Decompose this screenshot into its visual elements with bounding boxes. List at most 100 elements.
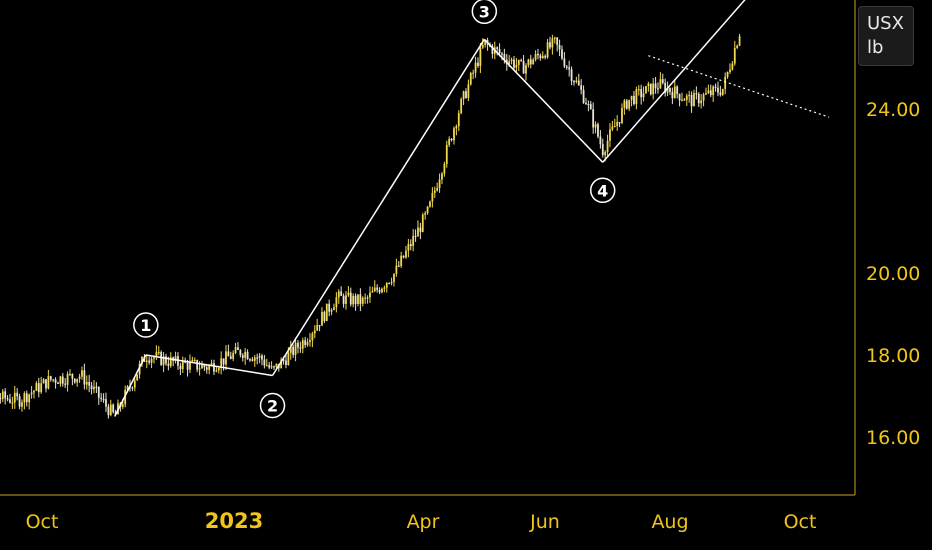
- candle-body: [109, 404, 112, 416]
- candle-body: [273, 366, 275, 368]
- elliott-wave-lines: [114, 0, 830, 417]
- candle-body: [431, 193, 434, 202]
- candle-body: [35, 383, 38, 391]
- wave-label-2[interactable]: 2: [259, 392, 286, 419]
- candle-body: [0, 398, 2, 400]
- candle-body: [563, 58, 566, 67]
- candle-body: [455, 126, 458, 129]
- candle-body: [229, 356, 232, 359]
- candle-body: [688, 94, 691, 97]
- price-tick-label: 16.00: [866, 427, 920, 449]
- candle-body: [18, 396, 21, 407]
- candle-body: [359, 294, 362, 304]
- wave-label-1[interactable]: 1: [133, 312, 159, 338]
- candle-body: [527, 59, 530, 66]
- candle-body: [33, 390, 35, 393]
- candle-body: [393, 273, 395, 283]
- candle-body: [354, 295, 357, 305]
- candle-body: [131, 387, 134, 389]
- candle-body: [383, 287, 386, 289]
- candle-body: [707, 90, 710, 93]
- candle-body: [189, 361, 191, 370]
- candle-body: [513, 59, 515, 68]
- candle-body: [21, 402, 23, 407]
- candle-body: [613, 126, 616, 128]
- candle-body: [153, 357, 155, 359]
- candle-body: [414, 235, 417, 238]
- candle-body: [349, 292, 352, 305]
- wave-label-number: 2: [267, 397, 278, 416]
- candle-body: [381, 288, 383, 293]
- candle-body: [155, 352, 158, 358]
- time-tick-label: Oct: [26, 511, 59, 533]
- candle-body: [30, 392, 33, 395]
- candle-body: [659, 79, 662, 89]
- candle-body: [575, 80, 578, 83]
- candle-body: [121, 404, 124, 407]
- candle-body: [465, 91, 467, 98]
- price-tick-label: 24.00: [866, 99, 920, 121]
- candle-body: [90, 385, 93, 390]
- candle-body: [623, 100, 626, 109]
- candle-body: [733, 48, 736, 64]
- time-axis[interactable]: Oct 2023 Apr Jun Aug Oct: [26, 509, 817, 533]
- candle-body: [78, 376, 81, 379]
- candle-body: [83, 370, 86, 385]
- candle-body: [400, 255, 403, 267]
- candle-body: [37, 383, 40, 393]
- candle-body: [165, 356, 167, 364]
- candle-body: [731, 63, 734, 70]
- candle-body: [261, 355, 263, 360]
- candle-body: [409, 244, 412, 246]
- candle-body: [239, 349, 242, 356]
- candle-body: [606, 140, 609, 153]
- candle-body: [258, 355, 261, 358]
- candle-body: [714, 86, 717, 88]
- candle-body: [203, 364, 206, 368]
- candle-body: [333, 307, 335, 311]
- symbol-label: USX: [867, 13, 904, 34]
- candle-body: [388, 282, 391, 285]
- symbol-unit-box[interactable]: USX lb: [858, 6, 914, 66]
- candle-body: [532, 59, 535, 65]
- candle-body: [227, 351, 230, 357]
- candle-body: [426, 206, 429, 214]
- candle-body: [561, 49, 563, 59]
- wave-segment: [483, 38, 604, 163]
- wave-label-4[interactable]: 4: [589, 177, 616, 204]
- candle-body: [537, 53, 539, 56]
- candle-body: [450, 138, 453, 141]
- candle-body: [729, 69, 731, 72]
- wave-label-3[interactable]: 3: [471, 0, 498, 25]
- candle-body: [457, 113, 460, 127]
- candle-body: [673, 86, 676, 99]
- candle-body: [417, 227, 419, 237]
- candle-body: [637, 89, 640, 91]
- candle-body: [702, 94, 705, 101]
- candle-body: [661, 79, 664, 83]
- wave-segment: [271, 38, 485, 376]
- candle-body: [618, 122, 621, 124]
- candle-body: [313, 330, 316, 334]
- candle-body: [484, 40, 487, 45]
- candle-body: [556, 37, 559, 46]
- candle-body: [364, 297, 367, 299]
- candle-body: [311, 333, 314, 341]
- candle-body: [52, 379, 55, 381]
- candle-body: [6, 398, 9, 400]
- candle-body: [441, 173, 443, 180]
- projection-dotted-line: [648, 55, 830, 118]
- candle-body: [145, 360, 148, 362]
- candle-body: [253, 357, 256, 361]
- price-axis[interactable]: 16.00 18.00 20.00 24.00: [866, 99, 920, 449]
- candle-body: [525, 65, 527, 74]
- wave-labels-layer: 12345: [133, 0, 616, 419]
- candle-body: [498, 49, 501, 54]
- candle-body: [654, 83, 657, 89]
- wave-label-number: 4: [597, 181, 608, 200]
- candle-body: [275, 363, 278, 367]
- candle-body: [198, 368, 201, 370]
- candle-body: [474, 62, 477, 73]
- candle-body: [695, 93, 698, 95]
